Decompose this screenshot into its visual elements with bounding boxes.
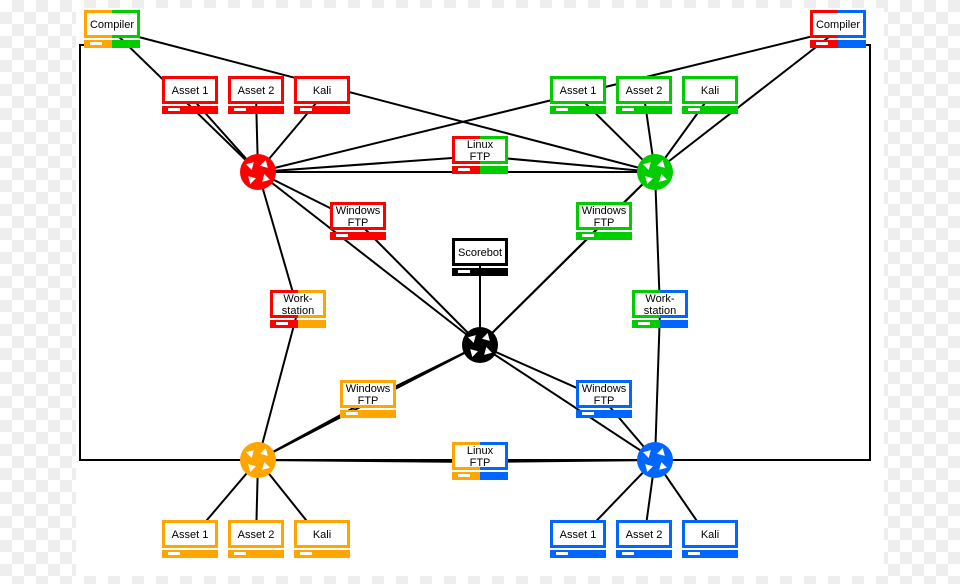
computer-green-asset1: Asset 1 [550,76,606,114]
computer-compiler-tl: Compiler [84,10,140,48]
edge [655,172,660,310]
computer-label: Asset 2 [626,85,663,97]
router-router-orange [240,442,276,478]
computer-workstation-left: Work-station [270,290,326,328]
computer-label: Kali [701,85,719,97]
nodes-layer: Compiler Compiler Asset 1 Asset 2 Kali Asset … [84,10,866,558]
computer-green-asset2: Asset 2 [616,76,672,114]
computer-label: Kali [313,529,331,541]
computer-workstation-right: Work-station [632,290,688,328]
computer-label: LinuxFTP [467,139,494,163]
computer-linux-ftp-top: LinuxFTP [452,136,508,174]
computer-orange-kali: Kali [294,520,350,558]
computer-label: LinuxFTP [467,445,494,469]
edge [258,172,480,345]
computer-label: Work-station [644,293,676,317]
computer-label: Asset 1 [560,85,597,97]
router-router-green [637,154,673,190]
computer-label: Asset 1 [172,529,209,541]
computer-orange-asset1: Asset 1 [162,520,218,558]
computer-blue-asset1: Asset 1 [550,520,606,558]
computer-red-asset1: Asset 1 [162,76,218,114]
edge [258,172,298,310]
computer-label: Asset 1 [560,529,597,541]
computer-label: Kali [313,85,331,97]
computer-windows-ftp-orange: WindowsFTP [340,380,396,418]
network-diagram: Compiler Compiler Asset 1 Asset 2 Kali Asset … [0,0,960,584]
computer-label: Asset 1 [172,85,209,97]
computer-label: Compiler [90,19,134,31]
computer-windows-ftp-red: WindowsFTP [330,202,386,240]
router-router-black [462,327,498,363]
computer-orange-asset2: Asset 2 [228,520,284,558]
router-router-blue [637,442,673,478]
computer-label: Asset 2 [238,85,275,97]
computer-label: Asset 2 [238,529,275,541]
diagram-svg: Compiler Compiler Asset 1 Asset 2 Kali Asset … [0,0,960,584]
computer-label: Work-station [282,293,314,317]
computer-compiler-tr: Compiler [810,10,866,48]
computer-label: Scorebot [458,247,502,259]
computer-windows-ftp-blue: WindowsFTP [576,380,632,418]
computer-red-kali: Kali [294,76,350,114]
edge [655,310,660,460]
computer-red-asset2: Asset 2 [228,76,284,114]
computer-scorebot: Scorebot [452,238,508,276]
computer-linux-ftp-bottom: LinuxFTP [452,442,508,480]
computer-blue-asset2: Asset 2 [616,520,672,558]
router-router-red [240,154,276,190]
computer-label: Compiler [816,19,860,31]
computer-windows-ftp-green: WindowsFTP [576,202,632,240]
edge [258,310,298,460]
computer-label: Asset 2 [626,529,663,541]
computer-label: Kali [701,529,719,541]
computer-blue-kali: Kali [682,520,738,558]
computer-green-kali: Kali [682,76,738,114]
